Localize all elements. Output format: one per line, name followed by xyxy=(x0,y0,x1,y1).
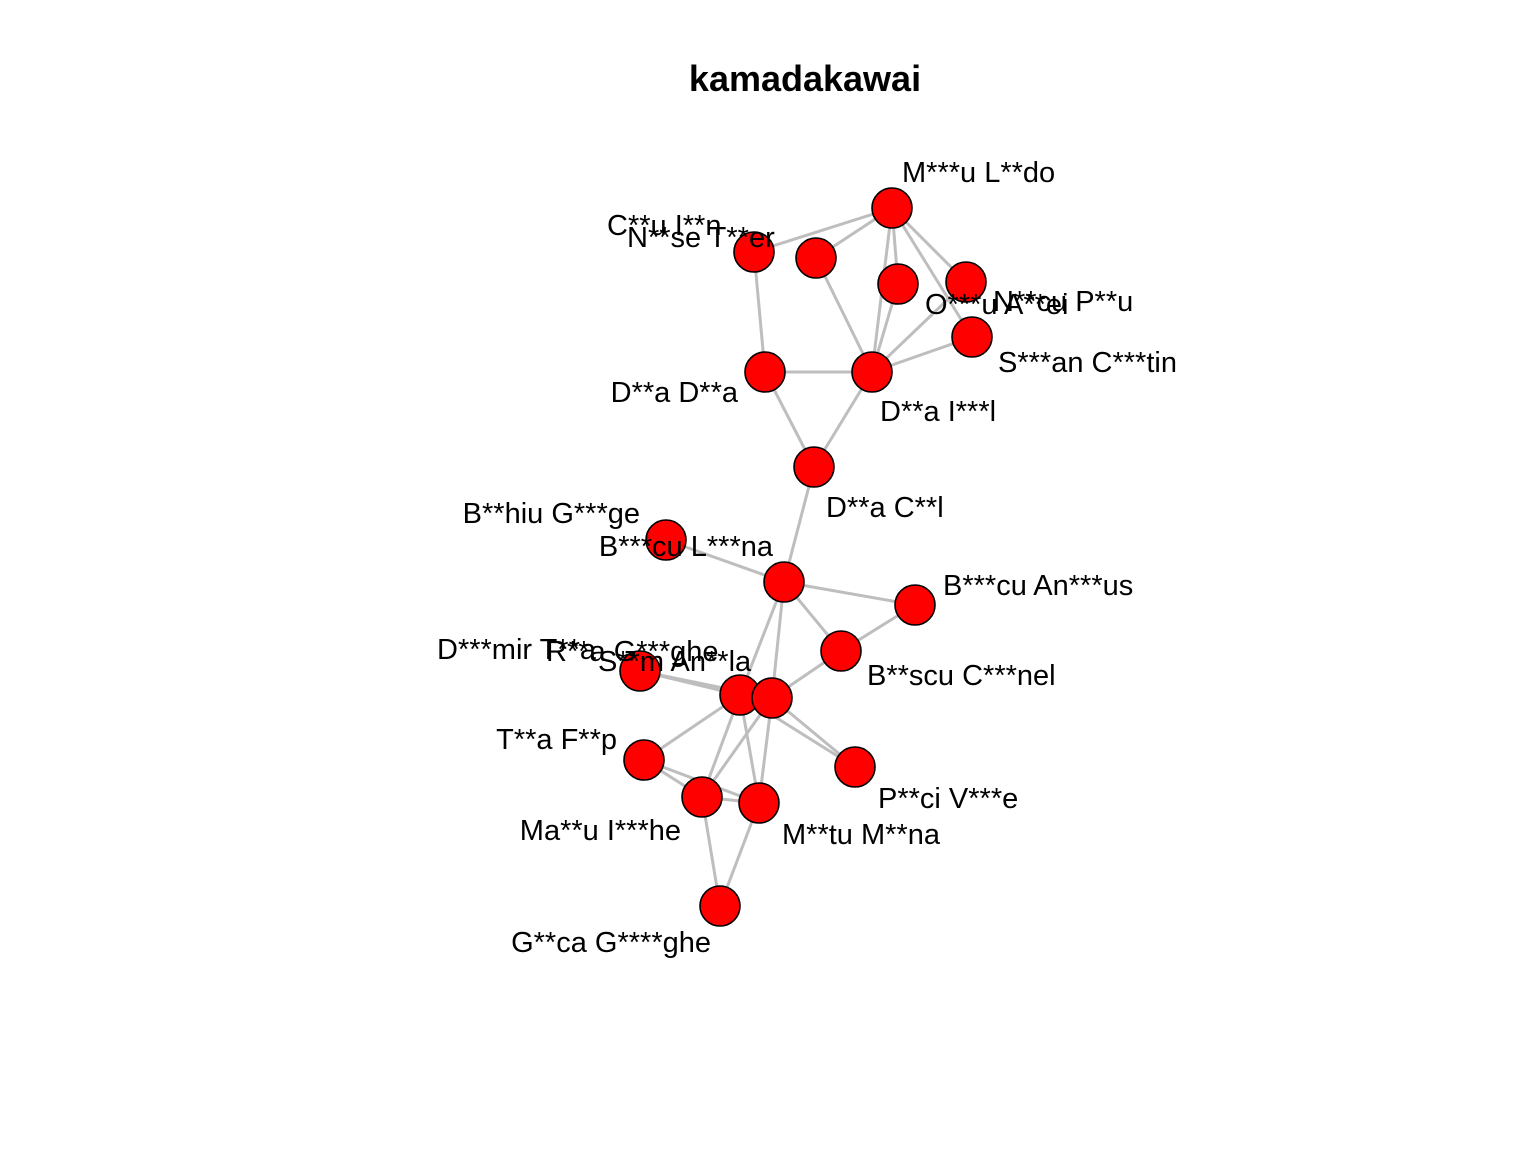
node-label-rg: R**a G***ghe xyxy=(546,636,719,668)
node-dd xyxy=(744,351,786,393)
edge-mld-cl xyxy=(753,206,893,254)
node-mm xyxy=(738,782,780,824)
node-label-dm: D***mir T**a xyxy=(437,634,597,666)
node-nt xyxy=(795,237,837,279)
node-label-mm: M**tu M**na xyxy=(782,819,941,851)
edge-mld-sc xyxy=(890,207,974,338)
node-gg xyxy=(699,885,741,927)
node-label-nt: N**se T**er xyxy=(627,222,775,254)
node-label-ba: B***cu An***us xyxy=(943,570,1133,602)
node-label-sc: S***an C***tin xyxy=(998,347,1177,379)
node-label-dc: D**a C**l xyxy=(826,492,944,524)
node-bg xyxy=(645,519,687,561)
node-cl xyxy=(733,231,775,273)
node-label-bc: B**scu C***nel xyxy=(867,660,1056,692)
node-label-dd: D**a D**a xyxy=(611,377,739,409)
node-label-bl: B***cu L***na xyxy=(599,531,774,563)
node-label-np: N**cu P**u xyxy=(993,286,1133,318)
node-tf xyxy=(623,739,665,781)
node-di xyxy=(851,351,893,393)
edge-bg-bl xyxy=(665,538,785,584)
node-label-pv: P**ci V***e xyxy=(878,783,1018,815)
node-sa xyxy=(751,677,793,719)
node-label-sa: S**m An**la xyxy=(598,646,752,678)
node-label-gg: G**ca G****ghe xyxy=(511,927,711,959)
node-label-cl: C**u I**n xyxy=(607,210,721,242)
node-dm xyxy=(619,650,661,692)
node-sc xyxy=(951,316,993,358)
edge-bl-ba xyxy=(783,580,916,607)
node-np xyxy=(945,261,987,303)
node-bc xyxy=(820,630,862,672)
node-bl xyxy=(763,561,805,603)
node-dc xyxy=(793,446,835,488)
labels-layer: M***u L**do C**u I**nN**se T**er O***u A**… xyxy=(437,157,1177,959)
node-mld xyxy=(871,187,913,229)
node-label-mi: Ma**u I***he xyxy=(520,815,681,847)
node-ba xyxy=(894,584,936,626)
edge-nt-di xyxy=(814,257,874,373)
node-label-oa: O***u A**ei xyxy=(925,289,1069,321)
node-label-mld: M***u L**do xyxy=(902,157,1055,189)
node-label-tf: T**a F**p xyxy=(496,724,617,756)
node-oa xyxy=(877,263,919,305)
node-mi xyxy=(681,776,723,818)
plot-title: kamadakawai xyxy=(688,58,922,99)
node-pv xyxy=(834,746,876,788)
node-label-bg: B**hiu G***ge xyxy=(463,498,640,530)
nodes-layer xyxy=(619,187,993,927)
edge-np-di xyxy=(870,280,968,374)
node-label-di: D**a I***l xyxy=(880,396,996,428)
